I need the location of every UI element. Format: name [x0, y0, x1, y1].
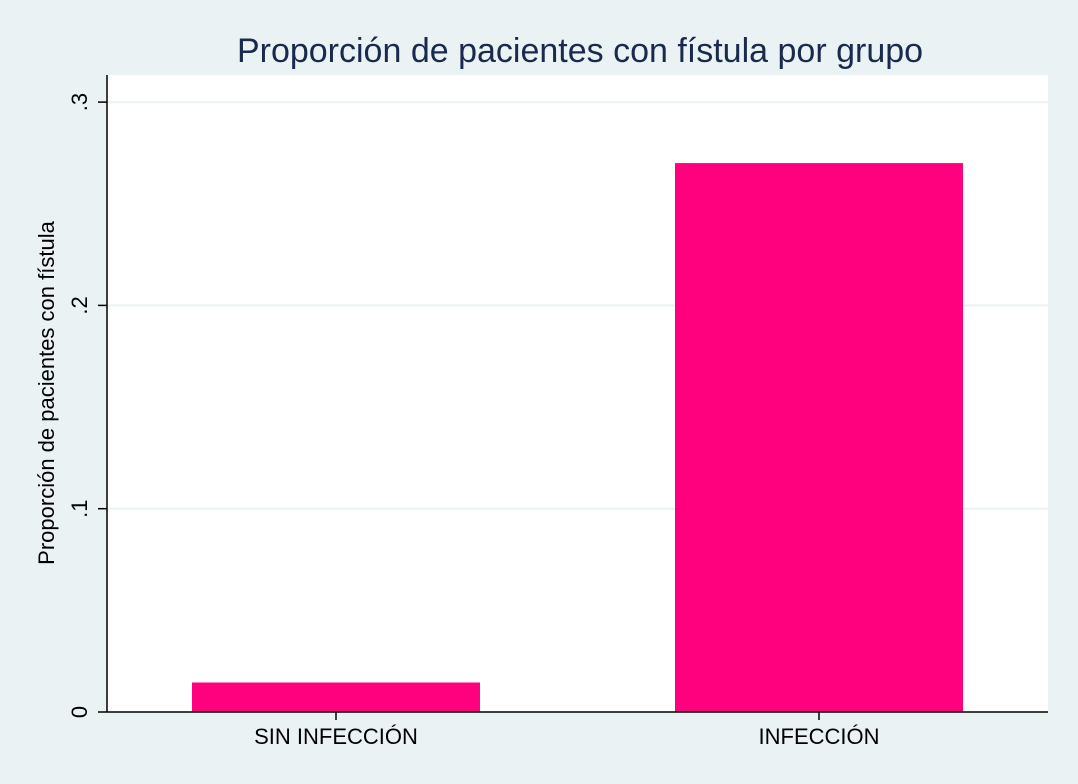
x-tick-label: SIN INFECCIÓN: [254, 724, 418, 749]
chart-title: Proporción de pacientes con fístula por …: [237, 32, 923, 70]
y-tick-label: 0: [67, 706, 92, 718]
bar-1: [675, 163, 963, 713]
y-tick-label: .2: [67, 296, 92, 314]
y-axis-label: Proporción de pacientes con fístula: [34, 220, 59, 564]
y-tick-label: .3: [67, 93, 92, 111]
bar-0: [192, 682, 480, 712]
x-tick-label: INFECCIÓN: [759, 724, 880, 749]
y-tick-label: .1: [67, 500, 92, 518]
